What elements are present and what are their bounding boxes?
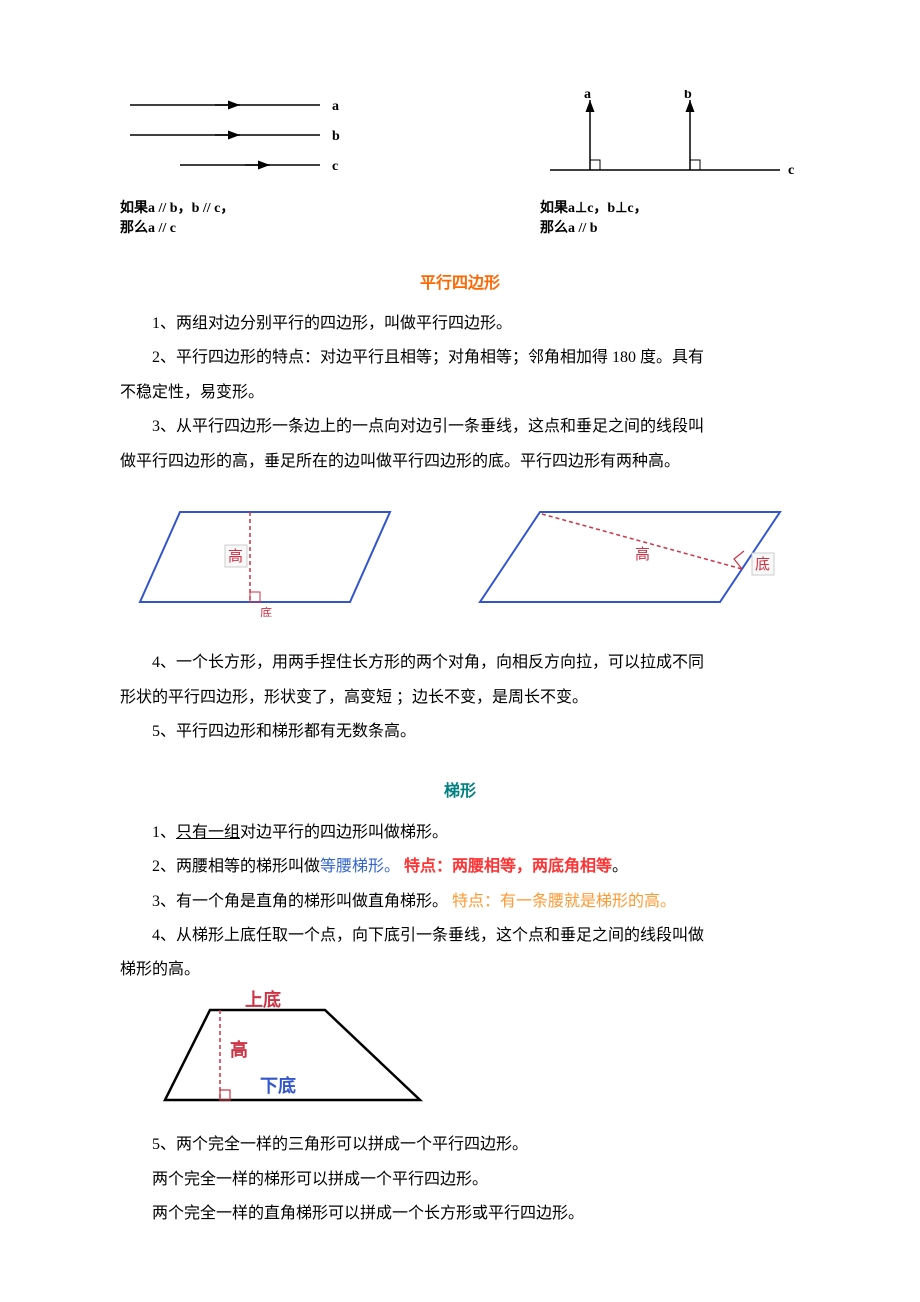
tz-p7: 两个完全一样的直角梯形可以拼成一个长方形或平行四边形。 bbox=[120, 1199, 800, 1229]
tz-p3: 3、有一个角是直角的梯形叫做直角梯形。 特点：有一条腰就是梯形的高。 bbox=[120, 887, 800, 917]
perp-label-c: c bbox=[788, 163, 794, 178]
perpendicular-lines-diagram: a b c 如果a⊥c，b⊥c， 那么a // b bbox=[540, 90, 800, 239]
perp-caption-2: 那么a // b bbox=[540, 219, 800, 239]
label-c: c bbox=[332, 159, 338, 174]
pg-p4b: 形状的平行四边形，形状变了，高变短 ；边长不变，是周长不变。 bbox=[120, 683, 800, 713]
label-b: b bbox=[332, 129, 340, 144]
pg-p1: 1、两组对边分别平行的四边形，叫做平行四边形。 bbox=[120, 309, 800, 339]
pg1-height-label: 高 bbox=[228, 548, 243, 565]
tz-p2: 2、两腰相等的梯形叫做等腰梯形。 特点：两腰相等，两底角相等。 bbox=[120, 852, 800, 882]
pg-p2: 2、平行四边形的特点：对边平行且相等；对角相等；邻角相加得 180 度。具有 bbox=[120, 343, 800, 373]
tz-bottom-label: 下底 bbox=[260, 1075, 296, 1096]
tz-p2-a: 2、两腰相等的梯形叫做 bbox=[152, 858, 320, 875]
trapezoid-diagram: 上底 下底 高 bbox=[150, 990, 440, 1126]
parallelogram-2-svg: 高 底 bbox=[470, 497, 790, 617]
tz-p2-b: 等腰梯形。 bbox=[320, 858, 400, 875]
perp-caption: 如果a⊥c，b⊥c， 那么a // b bbox=[540, 199, 800, 238]
tz-p1-u: 只有一组 bbox=[176, 824, 240, 841]
tz-p4b: 梯形的高。 bbox=[120, 955, 800, 985]
parallel-lines-diagram: a b c 如果a // b，b // c， 那么a // c bbox=[120, 90, 350, 239]
tz-p5: 5、两个完全一样的三角形可以拼成一个平行四边形。 bbox=[120, 1130, 800, 1160]
parallelogram-title: 平行四边形 bbox=[120, 269, 800, 299]
perp-label-a: a bbox=[584, 90, 591, 102]
tz-height-label: 高 bbox=[230, 1039, 248, 1060]
label-a: a bbox=[332, 99, 339, 114]
tz-p4: 4、从梯形上底任取一个点，向下底引一条垂线，这个点和垂足之间的线段叫做 bbox=[120, 921, 800, 951]
pg1-base-label: 底 bbox=[260, 605, 272, 617]
perp-label-b: b bbox=[684, 90, 692, 102]
perp-caption-1: 如果a⊥c，b⊥c， bbox=[540, 199, 800, 219]
parallelogram-2: 高 底 bbox=[470, 497, 790, 628]
tz-p6: 两个完全一样的梯形可以拼成一个平行四边形。 bbox=[120, 1165, 800, 1195]
pg2-height-label: 高 bbox=[635, 546, 650, 563]
parallel-caption: 如果a // b，b // c， 那么a // c bbox=[120, 199, 350, 238]
pg-p3b: 做平行四边形的高，垂足所在的边叫做平行四边形的底。平行四边形有两种高。 bbox=[120, 447, 800, 477]
perpendicular-svg: a b c bbox=[540, 90, 800, 180]
parallel-lines-svg: a b c bbox=[120, 90, 350, 180]
parallelogram-1: 高 底 bbox=[130, 497, 410, 628]
pg-p2b: 不稳定性，易变形。 bbox=[120, 378, 800, 408]
trapezoid-svg: 上底 下底 高 bbox=[150, 990, 440, 1115]
tz-p3-a: 3、有一个角是直角的梯形叫做直角梯形。 bbox=[152, 893, 448, 910]
parallel-caption-2: 那么a // c bbox=[120, 219, 350, 239]
tz-top-label: 上底 bbox=[245, 990, 281, 1010]
tz-p2-d: 。 bbox=[612, 858, 628, 875]
tz-p3-b: 特点：有一条腰就是梯形的高。 bbox=[448, 893, 676, 910]
top-diagram-row: a b c 如果a // b，b // c， 那么a // c a bbox=[120, 90, 800, 239]
parallel-caption-1: 如果a // b，b // c， bbox=[120, 199, 350, 219]
pg-p5: 5、平行四边形和梯形都有无数条高。 bbox=[120, 717, 800, 747]
tz-p1: 1、只有一组对边平行的四边形叫做梯形。 bbox=[120, 818, 800, 848]
trapezoid-title: 梯形 bbox=[120, 777, 800, 807]
pg-p3: 3、从平行四边形一条边上的一点向对边引一条垂线，这点和垂足之间的线段叫 bbox=[120, 412, 800, 442]
tz-p1-b: 对边平行的四边形叫做梯形。 bbox=[240, 824, 448, 841]
pg-p4: 4、一个长方形，用两手捏住长方形的两个对角，向相反方向拉，可以拉成不同 bbox=[120, 648, 800, 678]
parallelogram-1-svg: 高 底 bbox=[130, 497, 410, 617]
pg2-base-label: 底 bbox=[755, 556, 770, 573]
tz-p2-c: 特点：两腰相等，两底角相等 bbox=[400, 858, 612, 875]
parallelogram-diagrams: 高 底 高 底 bbox=[120, 497, 800, 628]
tz-p1-a: 1、 bbox=[152, 824, 176, 841]
